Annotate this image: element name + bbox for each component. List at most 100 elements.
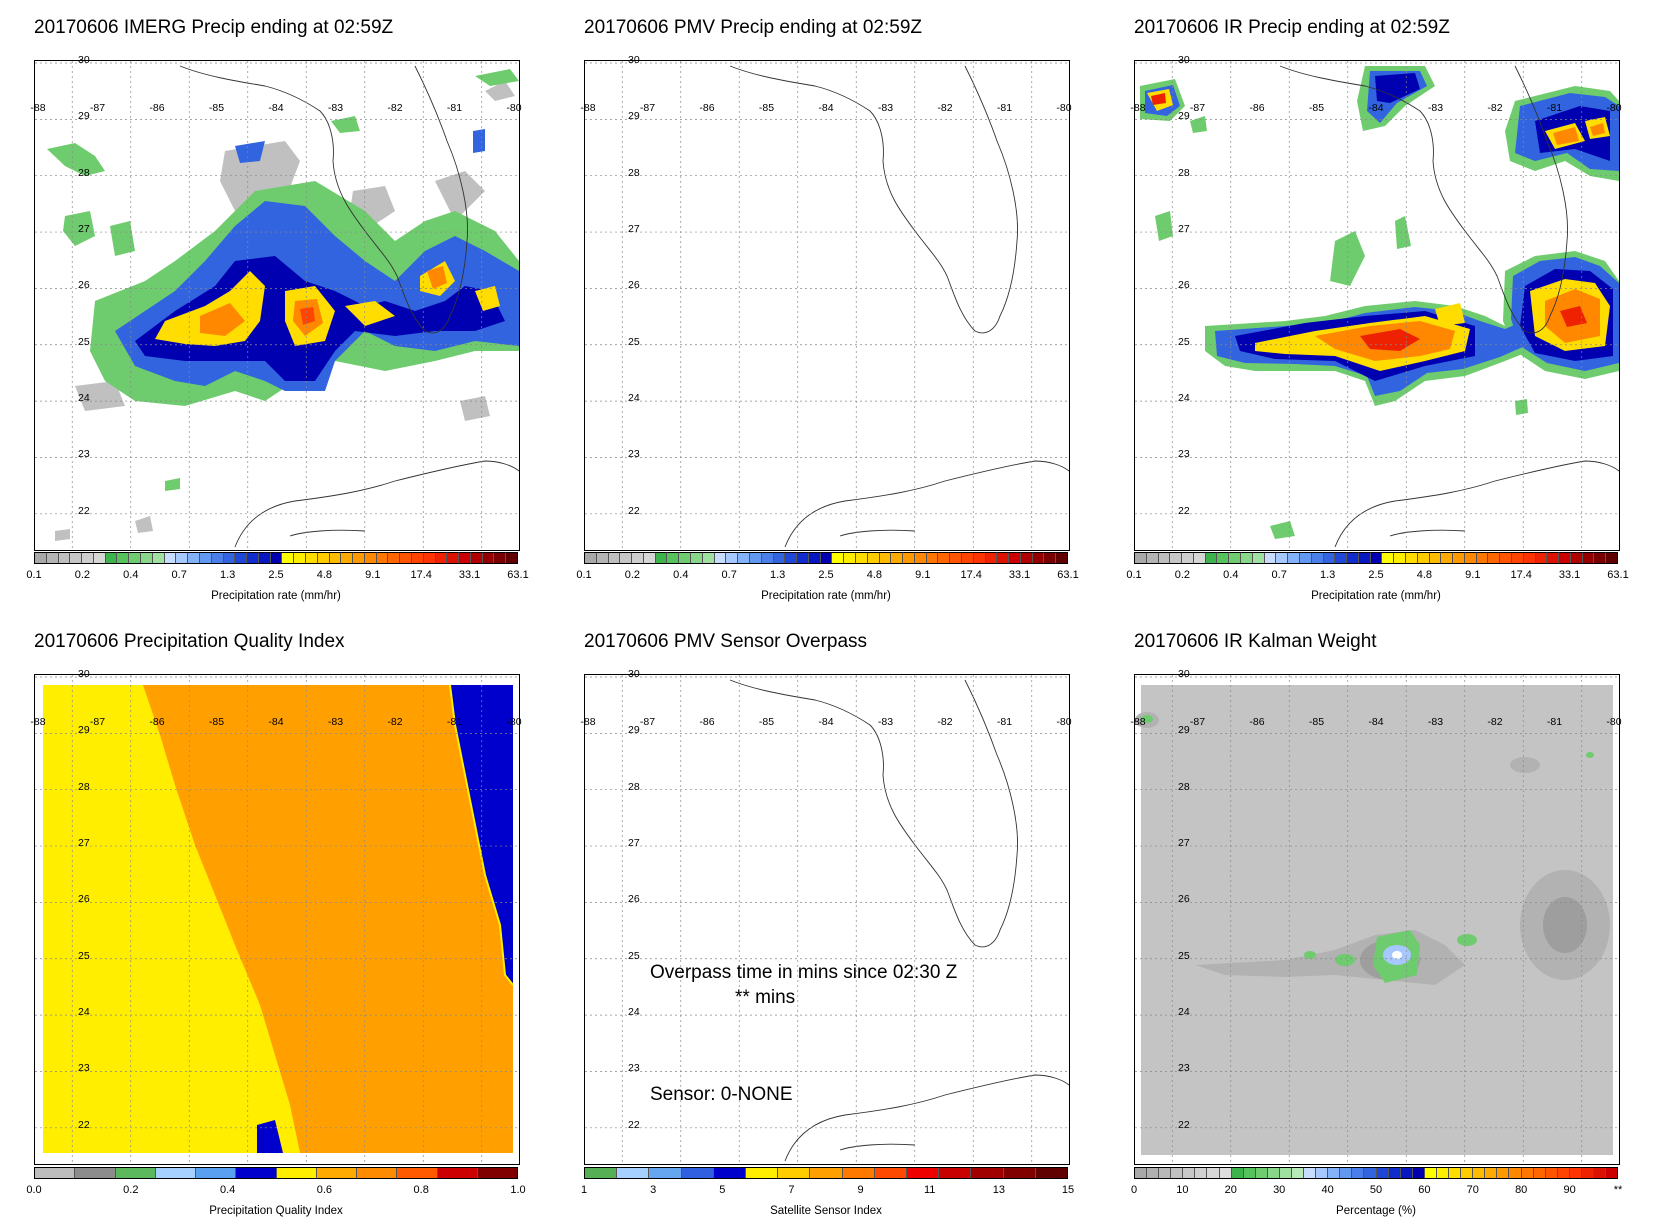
colorbar-tick-label: 4.8	[1416, 569, 1433, 581]
longitude-label: -87	[639, 102, 656, 114]
colorbar-tick-label: 17.4	[960, 569, 982, 581]
colorbar-swatch	[1521, 1168, 1534, 1178]
colorbar-swatch	[353, 553, 365, 563]
colorbar-tick-label: 33.1	[1558, 569, 1581, 581]
longitude-label: -80	[506, 716, 522, 728]
kalman-field	[1135, 675, 1619, 1164]
colorbar-swatch	[1316, 1168, 1329, 1178]
colorbar-tick-label: 17.4	[1510, 569, 1532, 581]
colorbar-swatch	[1311, 553, 1324, 563]
colorbar-swatch	[596, 553, 609, 563]
colorbar-swatch	[247, 553, 259, 563]
colorbar-tick-label: 0.2	[123, 1184, 139, 1196]
colorbar-swatch	[985, 553, 998, 563]
colorbar-swatch	[649, 1168, 682, 1178]
colorbar-swatch	[1020, 553, 1033, 563]
latitude-label: 29	[628, 110, 640, 123]
overpass-mins-text: ** mins	[735, 987, 796, 1008]
colorbar-title: Precipitation rate (mm/hr)	[211, 590, 341, 602]
colorbar-swatch	[105, 553, 118, 563]
colorbar-swatch	[1255, 1168, 1268, 1178]
colorbar-swatch	[117, 553, 130, 563]
graticule	[1135, 61, 1619, 550]
colorbar	[34, 1167, 518, 1179]
colorbar-tick-label: 30	[1273, 1184, 1286, 1196]
colorbar-swatch	[1009, 553, 1021, 563]
colorbar-swatch	[1241, 553, 1253, 563]
colorbar-swatch	[773, 553, 786, 563]
longitude-label: -82	[387, 716, 403, 728]
latitude-label: 28	[78, 780, 90, 793]
colorbar-swatch	[276, 1168, 317, 1178]
colorbar-swatch	[1405, 553, 1418, 563]
kalman-map	[1134, 674, 1620, 1165]
colorbar-swatch	[1219, 1168, 1232, 1178]
longitude-label: -87	[1189, 716, 1206, 728]
longitude-label: -83	[877, 102, 894, 114]
longitude-label: -85	[758, 102, 775, 114]
colorbar-swatch	[82, 553, 94, 563]
latitude-label: 29	[1178, 724, 1190, 737]
colorbar-swatch	[1400, 1168, 1413, 1178]
colorbar-swatch	[1032, 553, 1045, 563]
colorbar-swatch	[1264, 553, 1277, 563]
longitude-label: -88	[30, 716, 46, 728]
colorbar-swatch	[1461, 1168, 1474, 1178]
colorbar-tick-label: 0.7	[721, 569, 737, 581]
colorbar-swatch	[400, 553, 412, 563]
colorbar-swatch	[388, 553, 401, 563]
colorbar-tick-label: 70	[1466, 1184, 1479, 1196]
longitude-label: -85	[208, 716, 225, 728]
colorbar-swatch	[1243, 1168, 1256, 1178]
pmv-precip-field	[585, 61, 1069, 550]
colorbar-title: Precipitation Quality Index	[209, 1205, 343, 1217]
colorbar-swatch	[357, 1168, 398, 1178]
colorbar-swatch	[914, 553, 927, 563]
imerg-precip-field	[35, 61, 519, 550]
colorbar-swatch	[585, 553, 597, 563]
colorbar-swatch	[844, 553, 856, 563]
graticule	[585, 675, 1069, 1164]
longitude-label: -84	[268, 716, 284, 728]
colorbar-swatch	[867, 553, 880, 563]
colorbar-swatch	[891, 553, 904, 563]
colorbar	[584, 552, 1068, 564]
graticule	[585, 61, 1069, 550]
colorbar-swatch	[1146, 553, 1159, 563]
colorbar-swatch	[1606, 1168, 1618, 1178]
colorbar-title: Precipitation rate (mm/hr)	[1311, 590, 1441, 602]
colorbar-swatch	[842, 1168, 875, 1178]
colorbar-swatch	[939, 1168, 972, 1178]
colorbar-swatch	[1252, 553, 1265, 563]
latitude-label: 23	[1178, 1062, 1190, 1075]
colorbar-swatch	[447, 553, 460, 563]
longitude-label: -84	[1368, 102, 1384, 114]
colorbar-tick-label: 63.1	[1057, 569, 1079, 581]
colorbar-swatch	[211, 553, 224, 563]
panel-title: 20170606 IR Kalman Weight	[1134, 631, 1377, 652]
colorbar-swatch	[1147, 1168, 1160, 1178]
longitude-label: -80	[1606, 716, 1622, 728]
imerg-map	[34, 60, 520, 551]
colorbar-swatch	[1488, 553, 1501, 563]
colorbar-tick-label: 15	[1061, 1184, 1075, 1196]
longitude-label: -82	[937, 716, 953, 728]
colorbar-swatch	[258, 553, 271, 563]
colorbar-swatch	[643, 553, 656, 563]
colorbar-swatch	[738, 553, 750, 563]
colorbar-swatch	[329, 553, 342, 563]
colorbar-tick-label: 1.3	[769, 569, 786, 581]
longitude-label: -88	[1130, 102, 1146, 114]
colorbar-swatch	[1512, 553, 1524, 563]
latitude-label: 24	[78, 392, 90, 405]
colorbar-tick-label: 1.3	[219, 569, 236, 581]
colorbar-swatch	[482, 553, 495, 563]
latitude-label: 30	[628, 668, 640, 680]
colorbar-swatch	[1158, 553, 1171, 563]
colorbar-swatch	[1159, 1168, 1172, 1178]
colorbar-swatch	[1429, 553, 1442, 563]
latitude-label: 22	[1178, 504, 1190, 517]
colorbar-title: Precipitation rate (mm/hr)	[761, 590, 891, 602]
colorbar-tick-label: 1.0	[510, 1184, 526, 1196]
latitude-label: 22	[628, 504, 640, 517]
